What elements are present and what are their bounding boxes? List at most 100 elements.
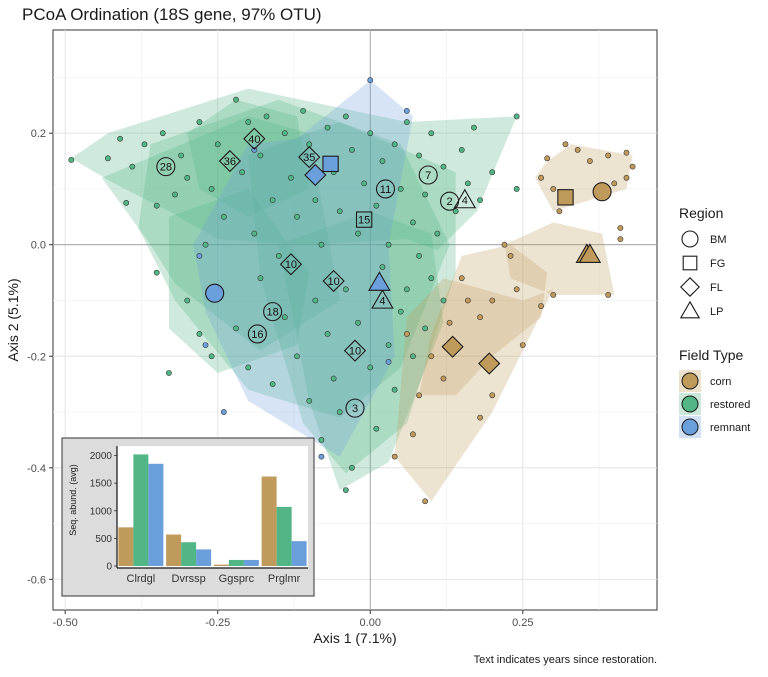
point-restored [324,124,331,131]
legend-swatch-remnant [681,418,699,436]
hull-restored [168,188,310,373]
point-restored [367,364,374,371]
centroid-markers: 28 11 7 2 18 16 3 15 40 36 35 10 10 10 4 4 [156,127,612,418]
chart-title: PCoA Ordination (18S gene, 97% OTU) [22,5,322,24]
centroid-restored-fl [322,269,345,293]
point-restored [416,252,422,259]
point-restored [220,213,227,220]
centroid-label: 15 [358,215,370,227]
point-restored [513,186,520,192]
inset-bar-corn [166,534,182,566]
centroid-remnant-bm [205,283,225,303]
hull-restored [138,99,450,418]
centroid-restored-bm [375,179,396,199]
inset-y-tick-label: 1500 [90,479,113,490]
point-corn [422,498,429,505]
point-corn [391,453,398,460]
point-restored [263,113,270,120]
point-restored [153,269,160,276]
point-restored [422,325,429,332]
point-restored [172,191,178,198]
point-corn [489,297,496,304]
point-restored [379,158,386,164]
legend-field-label: remnant [710,422,750,434]
point-restored [318,437,325,443]
point-restored [513,113,520,120]
point-corn [550,292,557,298]
point-corn [617,225,624,231]
point-restored [117,135,124,142]
point-restored [166,370,172,376]
hull-restored [187,99,310,217]
centroid-restored-bm [156,157,176,177]
hull-restored [71,88,517,251]
point-restored [233,96,239,103]
centroid-label: 7 [425,170,431,182]
inset-x-tick-label: Clrdgl [127,573,156,585]
point-restored [342,113,349,120]
point-corn [538,303,544,309]
point-corn [586,158,593,164]
point-corn [428,353,435,360]
point-restored [361,180,368,187]
point-corn [489,392,496,399]
inset-x-tick-label: Ggsprc [219,573,255,585]
point-restored [379,264,386,270]
point-corn [538,174,544,181]
point-restored [269,381,276,388]
centroid-restored-lp [371,289,394,309]
point-restored [373,202,380,209]
point-corn [410,431,416,438]
centroid-label: 10 [328,276,340,288]
point-restored [385,342,392,348]
point-remnant [202,342,209,348]
point-restored [342,286,349,293]
inset-y-tick-label: 500 [95,534,112,545]
centroid-label: 18 [267,307,279,319]
point-restored [422,191,429,198]
y-tick-label: 0.0 [31,240,46,252]
hull-corn [394,278,554,502]
point-restored [330,375,337,382]
centroid-restored-lp [453,188,477,209]
point-corn [458,275,465,282]
point-restored [428,130,435,137]
legend-region-items: BM FG FL LP [679,230,727,319]
inset-bar-corn [118,527,134,566]
inset-bar-remnant [148,463,164,566]
point-corn [623,174,630,181]
legend-field-label: corn [710,376,731,388]
inset-bars: 0 500 1000 1500 2000 Clrdgl Dvrssp Ggsprc Prglmr [90,446,308,585]
point-remnant [196,252,203,259]
point-restored [428,275,435,282]
point-restored [336,208,343,215]
inset-bar-chart: 0 500 1000 1500 2000 Clrdgl Dvrssp Ggsprc Prglmr… [61,437,315,597]
x-tick-label: 0.00 [360,617,381,629]
inset-bar-remnant [196,549,212,566]
hull-restored [278,211,444,491]
legend-shape-fg [682,255,698,271]
legend-region-label: BM [710,234,727,246]
point-restored [214,141,221,148]
point-restored [373,425,380,432]
point-restored [233,325,239,332]
point-restored [355,230,361,237]
point-corn [623,149,630,156]
point-restored [245,364,252,371]
y-tick-label: -0.4 [27,463,46,475]
x-tick-label: 0.25 [512,617,533,629]
point-restored [184,174,191,181]
centroid-label: 28 [160,162,172,174]
centroid-corn-lp [578,243,602,263]
y-tick-label: -0.6 [27,574,46,586]
inset-bar-remnant [243,559,259,566]
legend: Region BM FG FL LP Field Type corn restored r… [679,205,750,438]
point-restored [312,197,319,203]
point-restored [275,252,282,259]
legend-field-label: restored [710,399,750,411]
axis-ticks: -0.50 -0.25 0.00 0.25 -0.6 -0.4 -0.2 0.0 0.2 [27,128,533,629]
point-corn [477,414,483,421]
centroid-label: 10 [285,259,297,271]
inset-bar-corn [261,476,277,566]
